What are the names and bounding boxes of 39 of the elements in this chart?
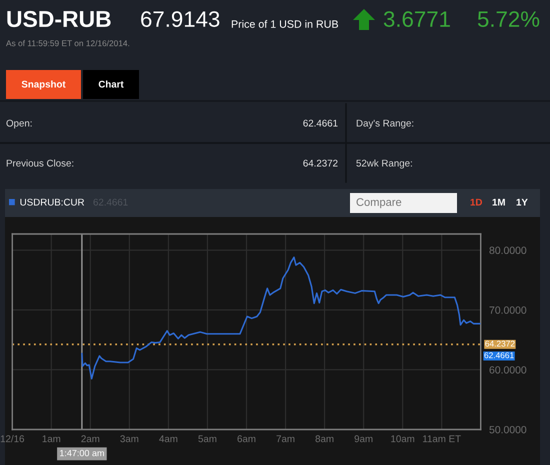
text: 67.9143 bbox=[141, 11, 220, 27]
ref-line-label: 64.2372 bbox=[485, 340, 515, 347]
x-tick-label: 10am bbox=[391, 435, 414, 442]
x-tick-label: 5am bbox=[198, 435, 216, 442]
text: Price of 1 USD in RUB bbox=[232, 20, 338, 28]
text: 62.4661 bbox=[303, 120, 338, 127]
chart-title: USD-RUB bbox=[7, 10, 111, 28]
text: Snapshot bbox=[22, 80, 66, 90]
text: Compare bbox=[356, 198, 402, 208]
x-tick-label: 6am bbox=[238, 435, 256, 442]
y-tick-label: 70.0000 bbox=[490, 306, 526, 314]
text: 3.6771 bbox=[384, 11, 450, 27]
text: 1D bbox=[470, 198, 482, 206]
chart-subtitle: As of 11:59:59 ET on 12/16/2014. bbox=[6, 40, 130, 46]
x-tick-label: 11am ET bbox=[423, 435, 461, 442]
x-tick-label: 2am bbox=[81, 435, 100, 442]
text: 52wk Range: bbox=[356, 159, 412, 169]
x-tick-label: 3am bbox=[120, 435, 138, 442]
line-series bbox=[81, 256, 481, 380]
x-tick-label: 1am bbox=[42, 435, 60, 442]
x-tick-label: 7am bbox=[276, 435, 294, 442]
x-tick-label: 8am bbox=[316, 435, 334, 442]
x-tick-label: 4am bbox=[159, 435, 178, 442]
legend-label: USDRUB:CUR bbox=[20, 198, 84, 206]
text: Open: bbox=[6, 120, 32, 129]
y-tick-label: 50.0000 bbox=[489, 426, 526, 434]
text: 64.2372 bbox=[303, 160, 338, 167]
text: 1Y bbox=[516, 198, 528, 206]
x-tick-label: 12/16 bbox=[0, 435, 24, 442]
y-tick-label: 60.0000 bbox=[490, 366, 526, 374]
ref-line-label: 1:47:00 am bbox=[60, 450, 104, 456]
x-tick-label: 9am bbox=[354, 435, 372, 442]
text: Chart bbox=[98, 80, 124, 88]
text: 62.4661 bbox=[484, 352, 514, 358]
text: 5.72% bbox=[478, 11, 540, 27]
y-tick-label: 80.0000 bbox=[489, 246, 526, 254]
text: 1M bbox=[492, 198, 505, 206]
text: Day's Range: bbox=[356, 120, 414, 129]
text: Previous Close: bbox=[6, 159, 74, 167]
